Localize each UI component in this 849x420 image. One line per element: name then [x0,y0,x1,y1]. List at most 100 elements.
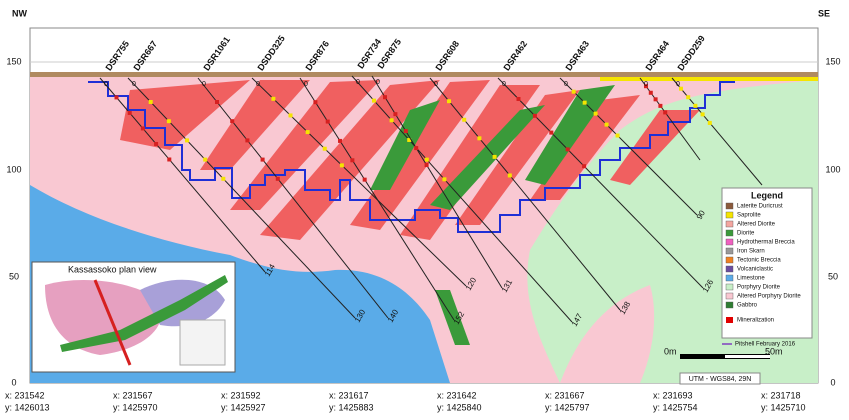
assay [114,95,119,100]
assay [462,117,467,122]
collar-label: 0 [564,81,568,88]
assay [679,86,683,91]
assay [648,90,653,95]
drill-trace [371,75,503,289]
drill-trace [127,77,356,319]
assay [707,120,712,125]
elevation-label: 50 [828,271,838,281]
drill-trace [251,77,467,287]
assay [582,100,587,105]
assay [127,110,132,115]
assay [693,103,698,108]
coord-x: x: 231542 [5,390,45,400]
legend-swatch [725,274,734,282]
legend-swatch [726,317,733,323]
legend-item: Gabbro [737,303,758,309]
inset-title: Kassassoko plan view [68,264,157,274]
legend-item: Altered Diorite [737,222,776,228]
assay [389,118,394,123]
drill-trace [351,75,573,323]
legend-swatch [725,238,734,246]
drill-trace [299,77,455,321]
legend-item: Limestone [737,276,765,282]
elevation-label: 0 [11,377,16,387]
legend-item: Altered Porphyry Diorite [737,294,801,300]
legend-item: Tectonic Breccia [737,258,781,264]
collar-label: 0 [202,81,206,88]
assay [288,113,293,118]
drill-trace [497,77,704,289]
assay [507,173,512,178]
collar-label: 0 [644,81,648,88]
legend-swatch [725,211,734,219]
elevation-label: 0 [830,377,835,387]
collar-label: 0 [132,81,136,88]
assay [653,97,658,102]
legend-swatch [725,247,734,255]
assay [271,96,276,101]
legend-title: Legend [751,190,783,200]
scale-bar [725,355,770,358]
dykes [120,80,700,240]
assay [230,119,235,124]
assay [203,157,208,162]
projection: UTM - WGS84, 29N [689,376,752,383]
collar-label: 0 [502,81,506,88]
collar-label: 0 [304,81,308,88]
elevation-label: 50 [9,271,19,281]
legend-swatch [725,292,734,300]
assay [477,136,482,141]
assay [658,103,663,108]
legend-swatch [725,202,734,210]
assay [325,119,330,124]
legend-swatch [725,220,734,228]
collar-label: 0 [256,81,260,88]
legend-item: Saprolite [737,213,761,219]
assay [604,122,609,127]
assay [245,138,250,143]
legend-item: Diorite [737,231,755,237]
assay [260,157,265,162]
assay [532,113,537,118]
assay [571,89,576,94]
coord-y: y: 1425970 [113,402,158,412]
coord-x: x: 231642 [437,390,477,400]
assay [644,84,648,89]
assay [424,163,429,168]
coord-x: x: 231667 [545,390,585,400]
collar-label: 0 [376,79,380,86]
coord-x: x: 231693 [653,390,693,400]
scale-start: 0m [664,346,677,356]
assay [338,138,343,143]
drill-trace [197,77,389,319]
legend-item: Porphyry Diorite [737,285,781,291]
assay [167,157,172,162]
assay [593,111,598,116]
coord-x: x: 231567 [113,390,153,400]
legend-item: Laterite Duricrust [737,204,783,210]
scale-end: 50m [765,346,783,356]
se-label: SE [818,8,830,18]
assay [407,137,412,142]
coord-y: y: 1425883 [329,402,374,412]
collar-label: 0 [434,81,438,88]
coord-x: x: 231718 [761,390,801,400]
assay [403,129,408,134]
collar-label: 0 [356,79,360,86]
coord-y: y: 1425927 [221,402,266,412]
legend-swatch [725,256,734,264]
elevation-label: 100 [825,164,840,174]
elevation-label: 150 [6,56,21,66]
assay [700,112,705,117]
assay [414,146,419,151]
assay [615,133,620,138]
legend-item: Volcaniclastic [737,267,773,273]
assay [185,138,190,143]
assay [339,163,344,168]
assay [516,97,521,101]
legend-item: Iron Skarn [737,249,765,255]
assay [442,177,447,182]
coord-x: x: 231617 [329,390,369,400]
laterite [30,72,818,77]
assay [362,177,367,182]
